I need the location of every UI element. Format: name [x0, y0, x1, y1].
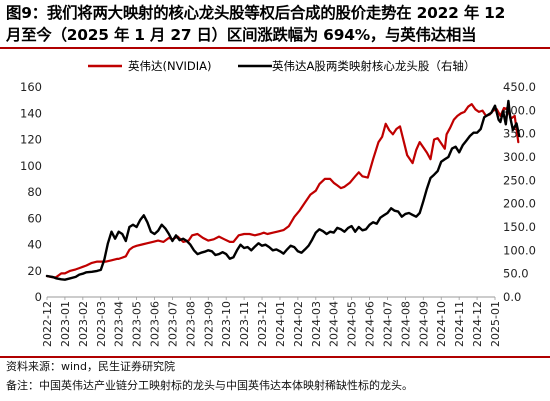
x-tick-label: 2024-03 — [310, 301, 323, 347]
y-left-tick-label: 80 — [27, 185, 42, 199]
title-divider — [0, 47, 550, 49]
y-right-tick-label: 400.0 — [503, 103, 536, 117]
source-note: 资料来源：wind，民生证券研究院 — [6, 360, 176, 373]
series-lines — [45, 99, 521, 281]
footnote: 备注：中国英伟达产业链分工映射标的龙头与中国英伟达本体映射稀缺性标的龙头。 — [6, 379, 413, 392]
x-tick-label: 2023-08 — [184, 301, 197, 347]
legend-label-2: 英伟达A股两类映射核心龙头股（右轴） — [272, 59, 475, 73]
legend: 英伟达(NVIDIA) 英伟达A股两类映射核心龙头股（右轴） — [88, 59, 475, 73]
x-tick-label: 2025-01 — [489, 301, 502, 347]
x-tick-label: 2024-10 — [435, 301, 448, 347]
x-tick-label: 2024-07 — [381, 301, 394, 347]
x-tick-label: 2024-04 — [328, 301, 341, 347]
legend-label-1: 英伟达(NVIDIA) — [128, 59, 211, 73]
dual-axis-line-chart: 英伟达(NVIDIA) 英伟达A股两类映射核心龙头股（右轴） 0 20 40 60 80 1… — [20, 59, 536, 347]
x-tick-label: 2024-09 — [417, 301, 430, 347]
series-line-nvidia — [45, 102, 520, 279]
y-left-tick-label: 60 — [27, 211, 42, 225]
y-left-tick-label: 20 — [27, 264, 42, 278]
x-tick-label: 2023-12 — [256, 301, 269, 347]
y-right-tick-label: 250.0 — [503, 173, 536, 187]
x-tick-label: 2023-05 — [131, 301, 144, 347]
x-tick-label: 2023-02 — [77, 301, 90, 347]
series-line-china-leaders — [45, 99, 521, 281]
axes: 0 20 40 60 80 100 120 140 160 0.0 50.0 100.0 150.0 20… — [20, 80, 536, 347]
y-left-tick-label: 140 — [20, 106, 42, 120]
figure-title: 图9：我们将两大映射的核心龙头股等权后合成的股价走势在 2022 年 12 月至… — [6, 2, 546, 46]
x-tick-label: 2022-12 — [41, 301, 54, 347]
y-right-tick-label: 300.0 — [503, 150, 536, 164]
x-tick-label: 2023-06 — [149, 301, 162, 347]
x-tick-label: 2024-11 — [453, 301, 466, 347]
x-tick-label: 2024-06 — [364, 301, 377, 347]
x-tick-label: 2024-05 — [346, 301, 359, 347]
x-tick-label: 2023-03 — [95, 301, 108, 347]
x-tick-label: 2024-12 — [471, 301, 484, 347]
y-right-tick-label: 100.0 — [503, 243, 536, 257]
x-tick-label: 2023-01 — [59, 301, 72, 347]
x-tick-label: 2023-10 — [220, 301, 233, 347]
y-left-tick-label: 120 — [20, 133, 42, 147]
y-left-tick-label: 100 — [20, 159, 42, 173]
y-right-tick-label: 200.0 — [503, 197, 536, 211]
y-right-tick-label: 50.0 — [503, 267, 529, 281]
figure-title-line-2: 月至今（2025 年 1 月 27 日）区间涨跌幅为 694%，与英伟达相当 — [6, 26, 477, 44]
y-left-tick-label: 0 — [35, 290, 42, 304]
x-tick-label: 2024-02 — [292, 301, 305, 347]
y-left-tick-label: 40 — [27, 238, 42, 252]
footer-divider — [0, 356, 550, 358]
x-tick-label: 2023-07 — [166, 301, 179, 347]
x-tick-label: 2023-04 — [113, 301, 126, 347]
y-left-tick-label: 160 — [20, 80, 42, 94]
x-tick-label: 2024-01 — [274, 301, 287, 347]
figure-title-line-1: 图9：我们将两大映射的核心龙头股等权后合成的股价走势在 2022 年 12 — [6, 4, 506, 22]
x-tick-label: 2023-11 — [238, 301, 251, 347]
y-right-tick-label: 450.0 — [503, 80, 536, 94]
y-right-tick-label: 0.0 — [503, 290, 521, 304]
x-tick-label: 2023-09 — [202, 301, 215, 347]
y-right-tick-label: 150.0 — [503, 220, 536, 234]
x-tick-label: 2024-08 — [399, 301, 412, 347]
